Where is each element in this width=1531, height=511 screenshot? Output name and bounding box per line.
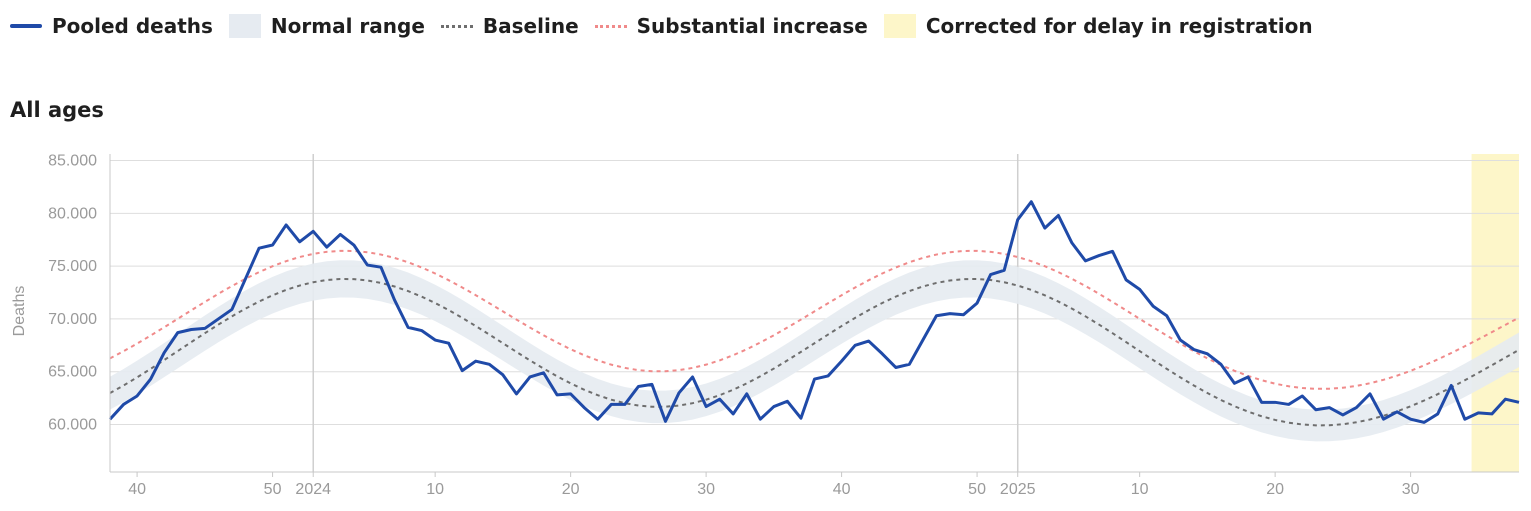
y-tick-label: 85.000 [48, 153, 97, 170]
y-tick-label: 65.000 [48, 364, 97, 381]
baseline-line [109, 277, 1520, 427]
x-tick-label: 10 [1131, 481, 1149, 498]
x-tick-label: 20 [562, 481, 580, 498]
x-tick-label: 50 [264, 481, 282, 498]
legend-item-substantial-increase[interactable]: Substantial increase [594, 14, 868, 38]
legend-label: Corrected for delay in registration [925, 14, 1313, 38]
chart: 60.000 65.000 70.000 75.000 80.000 85.000 40 50… [11, 153, 1520, 498]
legend-swatch [883, 14, 916, 38]
corrected-region [1471, 154, 1519, 472]
legend-label: Normal range [270, 14, 425, 38]
legend-item-pooled-deaths[interactable]: Pooled deaths [10, 14, 213, 38]
legend-swatch [440, 24, 473, 28]
legend-item-corrected-for-delay-in-registration[interactable]: Corrected for delay in registration [883, 14, 1313, 38]
y-tick-label: 80.000 [48, 205, 97, 222]
y-tick-label: 60.000 [48, 416, 97, 433]
y-tick-label: 70.000 [48, 311, 97, 328]
legend-label: Substantial increase [636, 14, 868, 38]
pooled-deaths-line [108, 200, 1520, 424]
x-tick-label: 30 [1402, 481, 1420, 498]
legend-item-baseline[interactable]: Baseline [440, 14, 579, 38]
substantial-increase-line [109, 249, 1520, 390]
legend: Pooled deaths Normal range Baseline Substan… [10, 10, 1313, 42]
x-tick-label: 50 [968, 481, 986, 498]
x-tick-label: 40 [128, 481, 146, 498]
chart-title: All ages [10, 98, 104, 122]
x-tick-label: 20 [1266, 481, 1284, 498]
x-tick-label: 2025 [1000, 481, 1036, 498]
y-tick-label: 75.000 [48, 258, 97, 275]
legend-label: Baseline [482, 14, 579, 38]
legend-label: Pooled deaths [52, 14, 213, 38]
x-tick-label: 30 [697, 481, 715, 498]
x-tick-label: 40 [833, 481, 851, 498]
x-tick-label: 10 [426, 481, 444, 498]
legend-swatch [228, 14, 261, 38]
normal-range-band [110, 260, 1519, 442]
y-axis-title: Deaths [11, 286, 28, 337]
x-tick-label: 2024 [295, 481, 331, 498]
legend-swatch [594, 24, 627, 28]
legend-item-normal-range[interactable]: Normal range [228, 14, 425, 38]
legend-swatch [10, 24, 42, 28]
